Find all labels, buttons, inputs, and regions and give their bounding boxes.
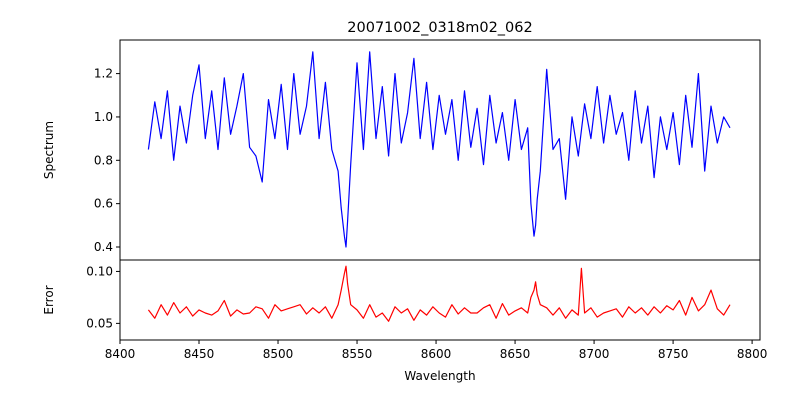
error-plot-area [119,259,761,341]
chart-title: 20071002_0318m02_062 [347,20,532,36]
error-y-tick-label: 0.05 [86,316,113,330]
x-tick-label: 8600 [421,347,452,361]
x-tick-label: 8500 [263,347,294,361]
spectrum-y-tick-label: 0.8 [94,153,113,167]
error-y-tick-label: 0.10 [86,264,113,278]
spectrum-line [147,51,731,248]
x-tick-label: 8400 [105,347,136,361]
spectrum-y-tick-label: 0.4 [94,240,113,254]
x-tick-label: 8550 [342,347,373,361]
x-tick-label: 8450 [184,347,215,361]
x-tick-label: 8700 [579,347,610,361]
spectrum-y-tick-label: 1.2 [94,67,113,81]
spectrum-y-tick-label: 0.6 [94,197,113,211]
error-y-axis-label: Error [42,285,56,314]
x-tick-label: 8650 [500,347,531,361]
error-line [147,265,731,322]
x-tick-label: 8750 [658,347,689,361]
spectrum-y-tick-label: 1.0 [94,110,113,124]
x-axis-label: Wavelength [404,369,475,383]
spectrum-plot-area [119,39,761,261]
spectrum-y-axis-label: Spectrum [42,121,56,179]
x-tick-label: 8800 [737,347,768,361]
